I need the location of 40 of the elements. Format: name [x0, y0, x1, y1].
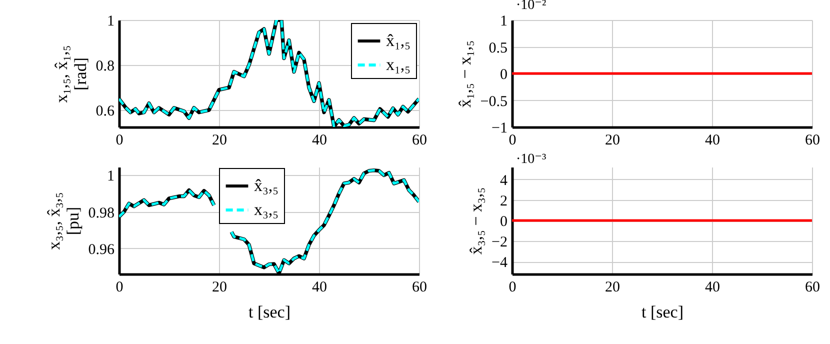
y-axis-title: x̂₁,₅ − x₁,₅	[455, 40, 474, 108]
x-tick-label: 40	[705, 280, 720, 296]
x-tick-label: 60	[412, 132, 427, 148]
x-tick-label: 40	[705, 132, 720, 148]
text: ·10⁻³	[516, 152, 546, 167]
x-tick-label: 60	[412, 280, 427, 296]
legend-label: x₁,₅	[386, 55, 411, 74]
y-tick-label: −0.5	[480, 94, 508, 110]
legend-label: x₃,₅	[254, 200, 279, 219]
x-tick-label: 20	[212, 280, 227, 296]
y-axis-title: x̂₃,₅ − x₃,₅	[466, 187, 486, 255]
y-tick-label: 0.5	[488, 40, 508, 56]
y-tick-label: 1	[500, 14, 508, 30]
x-tick-label: 40	[312, 132, 327, 148]
x-tick-label: 60	[805, 132, 820, 148]
x-tick-label: 20	[605, 280, 620, 296]
y-tick-label: 0.6	[96, 104, 115, 120]
x-axis-title: t [sec]	[248, 302, 291, 322]
text: ·10⁻²	[516, 0, 546, 13]
y-tick-label: −1	[492, 120, 508, 136]
legend-label: x̂₁,₅	[386, 31, 411, 50]
y-tick-label: 0	[500, 214, 508, 230]
y-tick-label: 1	[107, 168, 114, 185]
y-tick-label: 0.98	[88, 205, 114, 222]
x-tick-label: 60	[805, 280, 820, 296]
y-tick-label: 0.8	[96, 58, 114, 75]
y-axis-title: x₁,₅, x̂₁,₅ [rad]	[52, 45, 90, 103]
x-tick-label: 40	[312, 280, 327, 296]
legend-label: x̂₃,₅	[254, 176, 279, 195]
y-tick-label: 4	[500, 172, 508, 189]
x-tick-label: 20	[605, 132, 620, 148]
y-tick-label: 0	[500, 67, 508, 83]
y-tick-label: 0.96	[88, 242, 115, 258]
y-tick-label: 1	[107, 14, 114, 30]
y-tick-label: 2	[500, 193, 508, 210]
y-tick-label: −2	[492, 234, 508, 251]
x-axis-title: t [sec]	[641, 302, 684, 322]
y-tick-label: −4	[492, 255, 508, 272]
y-axis-title: x₃,₅, x̂₃,₅ [pu]	[44, 192, 82, 250]
x-tick-label: 20	[212, 132, 227, 148]
